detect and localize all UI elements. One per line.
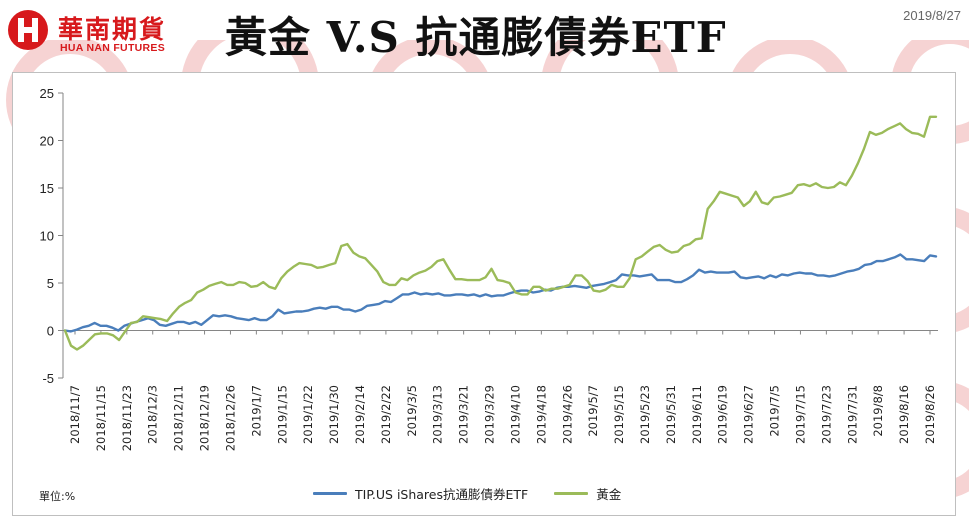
y-tick-label--5: -5 bbox=[42, 371, 54, 386]
x-tick-label-32: 2019/8/16 bbox=[897, 385, 911, 444]
y-tick-label-0: 0 bbox=[47, 324, 54, 339]
x-tick-label-2: 2018/11/23 bbox=[120, 385, 134, 451]
x-tick-label-15: 2019/3/21 bbox=[457, 385, 471, 444]
legend-swatch-gold bbox=[554, 491, 589, 495]
chart-panel: -5 0 5 10 15 20 25 2018/11/7 2018/11/15 2018/11/2… bbox=[12, 72, 956, 516]
hua-nan-logo-icon bbox=[8, 10, 48, 50]
report-date: 2019/8/27 bbox=[903, 8, 961, 23]
line-chart: -5 0 5 10 15 20 25 2018/11/7 2018/11/15 2018/11/2… bbox=[40, 86, 938, 451]
x-tick-label-6: 2018/12/26 bbox=[223, 385, 237, 451]
x-tick-label-4: 2018/12/11 bbox=[172, 385, 186, 451]
x-tick-label-0: 2018/11/7 bbox=[68, 385, 82, 444]
x-tick-label-24: 2019/6/11 bbox=[690, 385, 704, 444]
logo-chinese-text: 華南期貨 bbox=[58, 15, 167, 44]
y-tick-label-5: 5 bbox=[47, 276, 54, 291]
series-line-1 bbox=[63, 115, 938, 351]
y-tick-label-10: 10 bbox=[40, 229, 54, 244]
x-tick-label-23: 2019/5/31 bbox=[664, 385, 678, 444]
x-tick-label-30: 2019/7/31 bbox=[845, 385, 859, 444]
x-tick-label-26: 2019/6/27 bbox=[742, 385, 756, 444]
x-tick-label-28: 2019/7/15 bbox=[793, 385, 807, 444]
x-tick-label-8: 2019/1/15 bbox=[275, 385, 289, 444]
hua-nan-logo: 華南期貨 HUA NAN FUTURES bbox=[4, 6, 204, 62]
x-tick-label-20: 2019/5/7 bbox=[586, 385, 600, 437]
x-tick-label-14: 2019/3/13 bbox=[431, 385, 445, 444]
y-tick-label-25: 25 bbox=[40, 86, 54, 101]
unit-label: 單位:% bbox=[39, 490, 76, 503]
x-tick-label-29: 2019/7/23 bbox=[819, 385, 833, 444]
x-tick-label-17: 2019/4/10 bbox=[508, 385, 522, 444]
x-tick-label-22: 2019/5/23 bbox=[638, 385, 652, 444]
x-tick-label-10: 2019/1/30 bbox=[327, 385, 341, 444]
legend-label-gold: 黃金 bbox=[596, 486, 622, 502]
x-tick-label-31: 2019/8/8 bbox=[871, 385, 885, 437]
x-tick-label-16: 2019/3/29 bbox=[483, 385, 497, 444]
x-tick-label-5: 2018/12/19 bbox=[198, 385, 212, 451]
series-line-0 bbox=[63, 253, 938, 333]
x-tick-label-25: 2019/6/19 bbox=[716, 385, 730, 444]
x-tick-label-19: 2019/4/26 bbox=[560, 385, 574, 444]
legend-item-gold: 黃金 bbox=[554, 484, 621, 503]
chart-legend: TIP.US iShares抗通膨債券ETF 黃金 bbox=[313, 480, 647, 506]
x-tick-label-1: 2018/11/15 bbox=[94, 385, 108, 451]
x-tick-label-9: 2019/1/22 bbox=[301, 385, 315, 444]
x-tick-label-3: 2018/12/3 bbox=[146, 385, 160, 444]
legend-item-tip: TIP.US iShares抗通膨債券ETF bbox=[313, 484, 528, 503]
legend-swatch-tip bbox=[313, 491, 347, 495]
y-tick-label-15: 15 bbox=[40, 181, 54, 196]
x-tick-label-27: 2019/7/5 bbox=[768, 385, 782, 437]
x-tick-label-18: 2019/4/18 bbox=[534, 385, 548, 444]
x-tick-label-12: 2019/2/22 bbox=[379, 385, 393, 444]
x-tick-label-33: 2019/8/26 bbox=[923, 385, 937, 444]
x-tick-label-21: 2019/5/15 bbox=[612, 385, 626, 444]
x-tick-label-7: 2019/1/7 bbox=[249, 385, 263, 437]
y-tick-label-20: 20 bbox=[40, 134, 54, 149]
chart-title: 黃金 V.S 抗通膨債券ETF bbox=[225, 13, 727, 62]
x-tick-label-11: 2019/2/14 bbox=[353, 385, 367, 444]
legend-label-tip: TIP.US iShares抗通膨債券ETF bbox=[355, 486, 529, 502]
logo-english-text: HUA NAN FUTURES bbox=[60, 42, 166, 54]
x-tick-label-13: 2019/3/5 bbox=[405, 385, 419, 437]
